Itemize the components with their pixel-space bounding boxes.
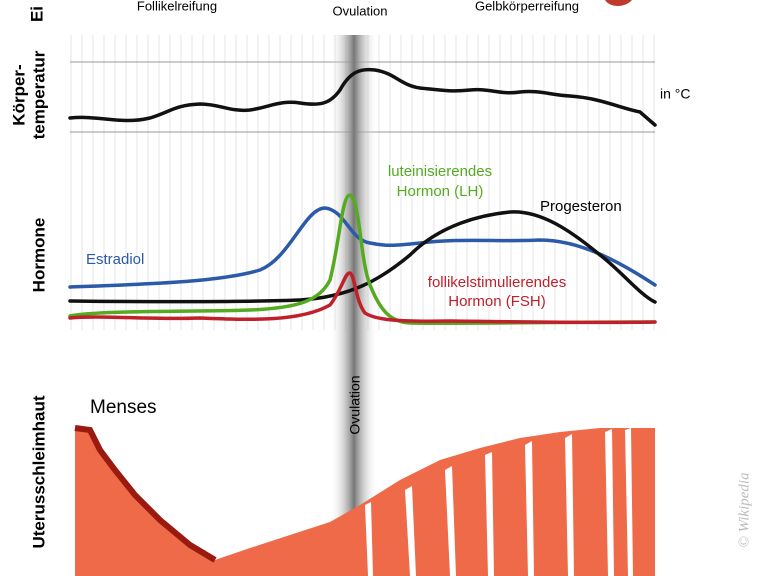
- estradiol-curve: [68, 206, 657, 289]
- hormone-label: luteinisierendes: [388, 163, 492, 180]
- row-label: Körper-: [9, 64, 28, 125]
- lh-curve: [68, 193, 657, 326]
- menses-label: Menses: [90, 397, 157, 418]
- credit: © Wikipedia: [736, 472, 752, 547]
- endometrium-glands: [365, 428, 633, 576]
- row-label: Uterusschleimhaut: [29, 395, 48, 548]
- temperature-curve: [68, 67, 657, 127]
- row-label: Hormone: [29, 218, 48, 293]
- hormone-label: Hormon (FSH): [448, 293, 546, 310]
- ovulation-label: Ovulation: [347, 375, 363, 434]
- row-label: temperatur: [29, 50, 48, 139]
- fsh-curve: [68, 271, 657, 325]
- phase-label: Ovulation: [333, 3, 388, 18]
- row-label: Ei: [27, 6, 46, 22]
- unit-label: in °C: [660, 86, 691, 102]
- hormone-label: Estradiol: [86, 251, 144, 268]
- menses-edge: [74, 425, 217, 563]
- phase-label: Follikelreifung: [137, 0, 217, 13]
- ovary-icon: [605, 0, 632, 6]
- endometrium: [75, 428, 655, 576]
- hormone-label: Progesteron: [540, 198, 622, 215]
- progesterone-curve: [68, 210, 657, 304]
- hormone-label: Hormon (LH): [397, 183, 484, 200]
- phase-label: Gelbkörperreifung: [475, 0, 579, 13]
- hormone-label: follikelstimulierendes: [428, 274, 566, 291]
